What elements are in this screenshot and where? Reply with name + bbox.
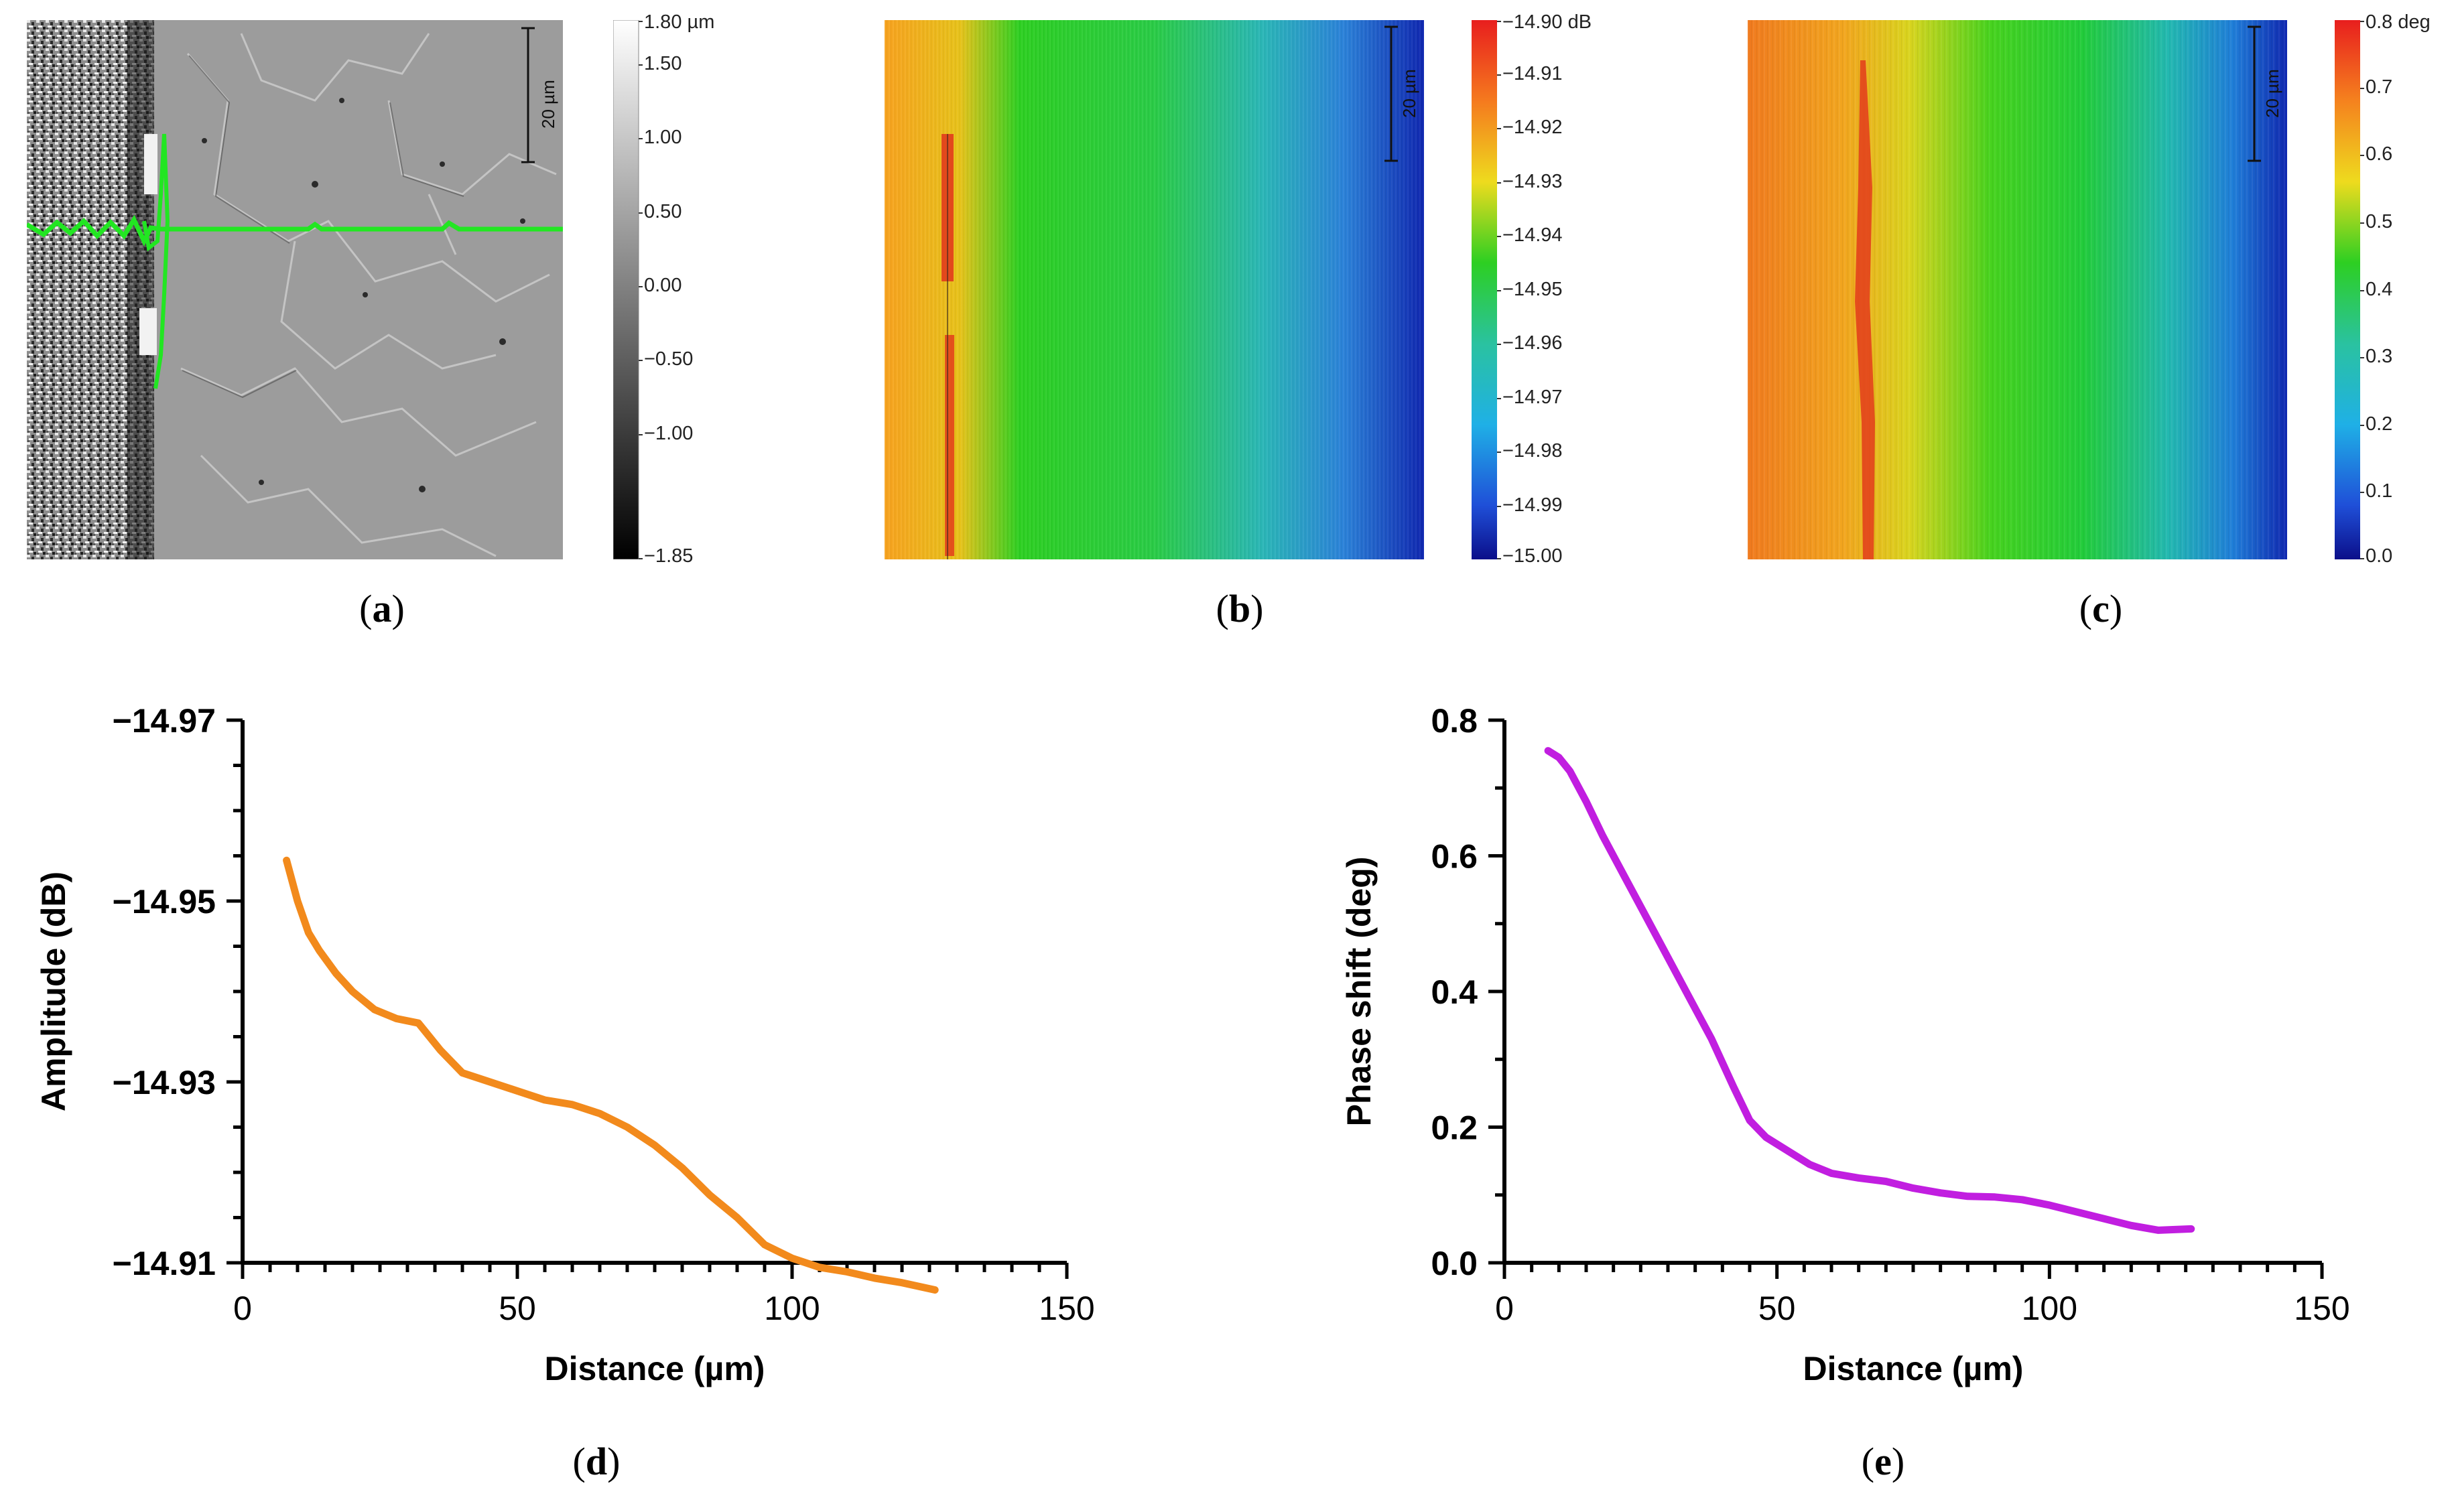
colorbar-tick [1497,128,1501,129]
colorbar-tick-label: 0.6 [2366,143,2393,165]
y-tick-label: −14.93 [113,1064,216,1101]
colorbar-tick-label: −15.00 [1502,545,1563,567]
colorbar-tick-label: 0.8 deg [2366,11,2431,33]
amplitude-map [885,20,1424,559]
caption-a: (a) [359,587,405,630]
colorbar-tick-label: 0.00 [644,274,682,296]
x-axis-label: Distance (µm) [545,1350,765,1387]
colorbar-tick-label: −14.99 [1502,494,1563,516]
x-tick-label: 100 [764,1290,820,1327]
colorbar-tick [639,433,643,435]
colorbar-tick-label: 1.50 [644,53,682,75]
colorbar-tick [639,64,643,66]
colorbar-tick [639,360,643,362]
colorbar-tick-label: −14.92 [1502,117,1563,138]
y-tick-label: −14.91 [113,1245,216,1282]
caption-e: (e) [1861,1440,1905,1483]
colorbar-tick [639,138,643,140]
y-axis-label: Phase shift (deg) [1340,857,1378,1127]
colorbar-tick [1497,558,1501,559]
y-tick-label: −14.97 [113,702,216,740]
y-tick-label: 0.8 [1431,702,1478,740]
colorbar-tick [2360,558,2364,559]
colorbar-tick [2360,424,2364,426]
colorbar-tick [1497,74,1501,76]
caption-b: (b) [1216,587,1264,630]
colorbar-tick-label: 1.00 [644,127,682,149]
colorbar-tick [1497,505,1501,507]
colorbar-tick-label: 0.50 [644,200,682,222]
x-tick-label: 0 [1495,1290,1514,1327]
colorbar-tick [2360,222,2364,224]
colorbar-tick [1497,452,1501,453]
x-tick-label: 50 [499,1290,536,1327]
series-line [1544,747,2195,1234]
colorbar-tick [2360,492,2364,494]
colorbar-tick-label: 0.4 [2366,278,2393,300]
y-tick-label: −14.95 [113,883,216,920]
y-tick-label: 0.2 [1431,1109,1478,1147]
y-tick-label: 0.6 [1431,838,1478,876]
colorbar-tick-label: 0.1 [2366,480,2393,502]
colorbar-tick-label: −14.96 [1502,332,1563,354]
colorbar-tick-label: −14.91 [1502,62,1563,84]
x-axis-label: Distance (µm) [1803,1350,2024,1387]
x-tick-label: 50 [1758,1290,1796,1327]
colorbar-tick [2360,21,2364,22]
colorbar-tick [1497,289,1501,291]
colorbar-c [2335,20,2360,559]
colorbar-tick [639,212,643,214]
x-tick-label: 0 [233,1290,252,1327]
colorbar-tick [2360,155,2364,157]
colorbar-tick-label: 0.7 [2366,76,2393,98]
colorbar-tick [1497,21,1501,22]
colorbar-b [1472,20,1497,559]
y-axis-label: Amplitude (dB) [35,872,72,1111]
x-tick-label: 100 [2022,1290,2077,1327]
colorbar-tick [1497,182,1501,184]
caption-d: (d) [572,1440,621,1483]
colorbar-tick-label: −14.90 dB [1502,11,1592,33]
series-line [283,856,939,1294]
scale-bar-label: 20 µm [1399,69,1419,118]
colorbar-tick [1497,397,1501,399]
colorbar-tick-label: 0.0 [2366,545,2393,567]
colorbar-tick [639,558,643,559]
scale-bar-label: 20 µm [538,80,558,129]
colorbar-tick [2360,289,2364,291]
colorbar-a [613,20,639,559]
topography-map [27,20,563,559]
y-tick-label: 0.4 [1431,973,1478,1011]
colorbar-tick-label: 0.3 [2366,346,2393,368]
colorbar-tick [639,285,643,287]
phase-map [1748,20,2287,559]
colorbar-tick [2360,357,2364,359]
colorbar-tick-label: 0.5 [2366,210,2393,232]
colorbar-tick-label: 0.2 [2366,413,2393,435]
colorbar-tick-label: −14.97 [1502,386,1563,408]
x-tick-label: 150 [1039,1290,1094,1327]
colorbar-tick-label: 1.80 µm [644,11,715,33]
caption-c: (c) [2079,587,2123,630]
scale-bar-label: 20 µm [2262,69,2282,118]
y-tick-label: 0.0 [1431,1245,1478,1282]
colorbar-tick [639,21,643,22]
phase-line-chart: 0 50 100 150 0.0 0.2 0.4 0.6 0.8 Distance (µm) Pha… [1340,702,2350,1387]
colorbar-tick [1497,344,1501,345]
colorbar-tick-label: −0.50 [644,348,694,370]
colorbar-tick-label: −14.94 [1502,224,1563,246]
amplitude-line-chart: 0 50 100 150 −14.97 −14.95 −14.93 −14.91 Distanc… [35,702,1095,1387]
x-tick-label: 150 [2294,1290,2349,1327]
colorbar-tick-label: −1.00 [644,422,694,444]
colorbar-tick-label: −14.98 [1502,440,1563,462]
colorbar-tick-label: −14.95 [1502,278,1563,300]
colorbar-tick-label: −1.85 [644,545,694,567]
colorbar-tick-label: −14.93 [1502,170,1563,192]
colorbar-tick [2360,87,2364,89]
colorbar-tick [1497,236,1501,237]
